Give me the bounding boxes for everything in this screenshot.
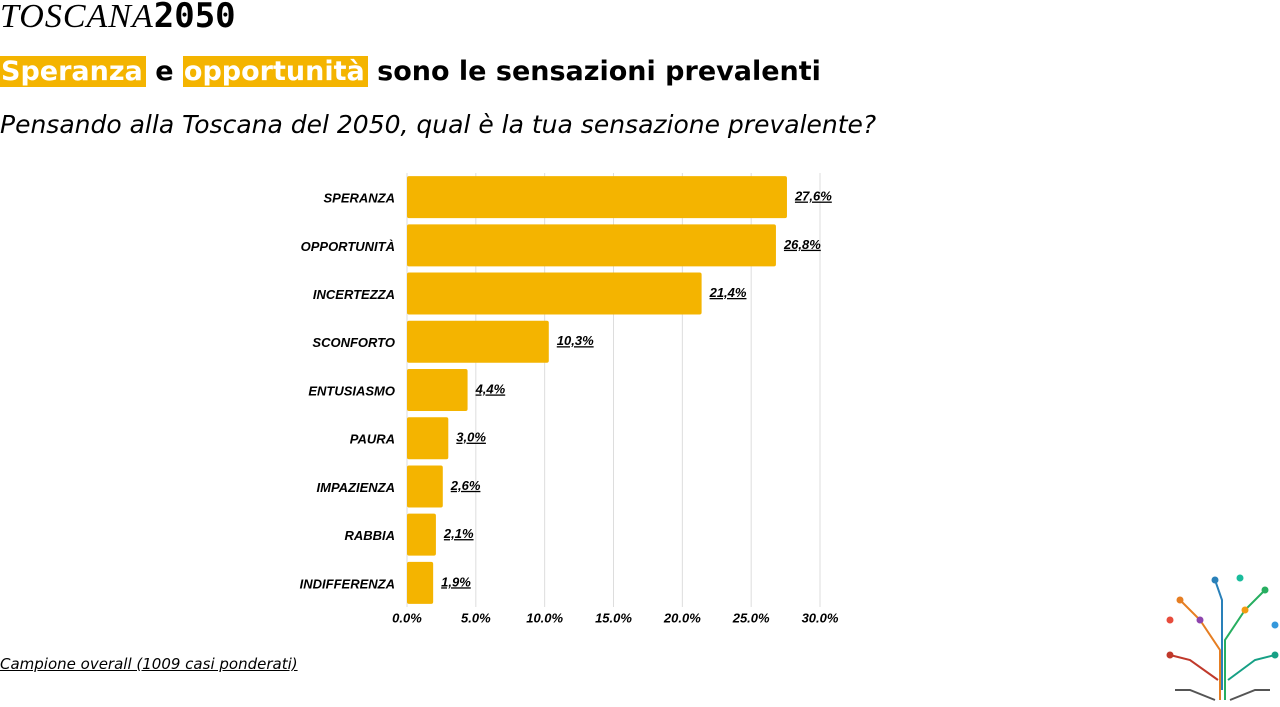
subtitle: Pensando alla Toscana del 2050, qual è l… [0,110,877,139]
x-tick-label: 5.0% [461,610,491,625]
headline-highlight: opportunità [182,56,368,87]
x-tick-label: 20.0% [663,610,701,625]
y-tick-label: INDIFFERENZA [300,576,395,591]
bar [407,272,702,315]
x-tick-label: 25.0% [732,610,770,625]
value-label: 2,1% [443,526,474,541]
bar [407,176,787,219]
value-label: 3,0% [456,430,486,445]
y-tick-label: IMPAZIENZA [317,480,395,495]
bar [407,417,449,460]
bar [407,561,434,604]
y-tick-label: ENTUSIASMO [308,383,395,398]
headline-text: e [155,56,174,87]
bar [407,320,549,363]
tree-logo [1166,574,1279,701]
y-tick-label: PAURA [350,432,395,447]
bar [407,465,443,508]
y-tick-label: RABBIA [344,528,395,543]
x-tick-label: 0.0% [392,610,422,625]
value-label: 27,6% [794,189,832,204]
bar [407,369,468,411]
value-label: 4,4% [475,381,506,396]
value-label: 10,3% [557,333,594,348]
x-tick-label: 10.0% [526,610,563,625]
headline-highlight: Speranza [0,56,146,87]
y-tick-label: OPPORTUNITÀ [301,239,395,254]
note: Campione overall (1009 casi ponderati) [0,655,298,673]
y-tick-label: INCERTEZZA [313,287,395,302]
value-label: 1,9% [441,574,471,589]
y-tick-label: SPERANZA [323,191,395,206]
value-label: 21,4% [709,285,747,300]
value-label: 2,6% [450,478,481,493]
bar [407,513,436,556]
bar [407,224,776,267]
value-label: 26,8% [783,237,821,252]
y-tick-label: SCONFORTO [312,335,395,350]
x-tick-label: 30.0% [802,610,839,625]
logo: TOSCANA2050 [0,0,236,35]
logo-word: TOSCANA [0,0,154,35]
logo-number: 2050 [153,0,236,36]
headline-text: sono le sensazioni prevalenti [377,56,821,87]
headline: Speranza e opportunità sono le sensazion… [0,56,821,87]
x-tick-label: 15.0% [595,610,632,625]
